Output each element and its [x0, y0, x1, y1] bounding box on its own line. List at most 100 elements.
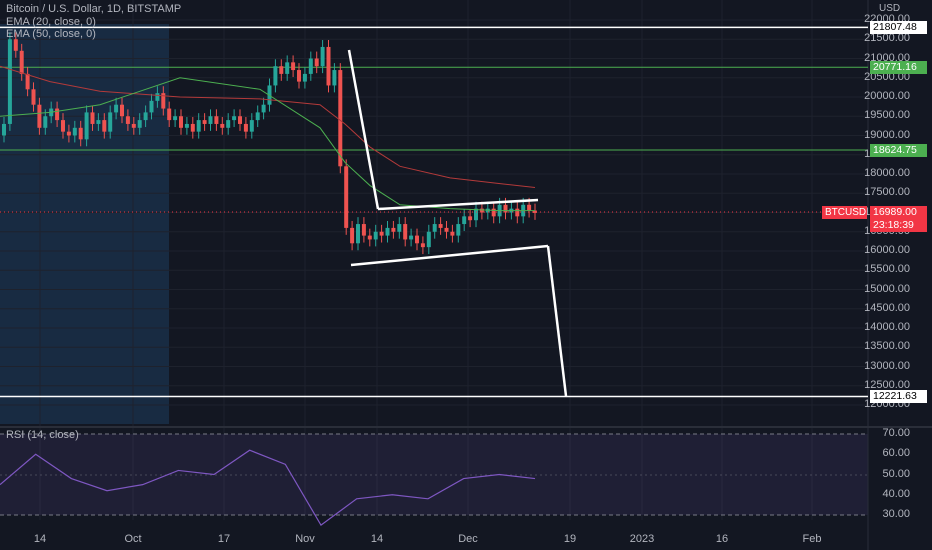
candle-body: [61, 120, 65, 132]
candle-body: [420, 243, 425, 248]
ema50-line: [0, 65, 536, 188]
rsi-legend[interactable]: RSI (14, close): [6, 429, 79, 441]
currency-label: USD: [879, 3, 901, 14]
time-tick-label: 14: [370, 533, 384, 545]
candle-body: [338, 70, 343, 167]
candle-body: [184, 123, 189, 128]
price-tick-label: 14500.00: [864, 301, 910, 314]
candle-body: [179, 116, 183, 128]
time-tick-label: Nov: [295, 533, 315, 545]
candle-body: [426, 231, 431, 248]
candle-body: [350, 227, 355, 244]
time-tick-label: Oct: [124, 533, 142, 545]
price-tick-label: 19000.00: [864, 128, 910, 141]
candle-body: [25, 73, 30, 90]
price-tick-label: 15500.00: [864, 263, 910, 276]
price-tick-label: 20000.00: [864, 90, 910, 102]
flag-lower-line[interactable]: [350, 244, 549, 267]
candle-body: [444, 227, 449, 232]
candle-body: [391, 227, 396, 232]
candle-body: [202, 120, 207, 124]
candle-body: [409, 235, 414, 240]
candle-body: [285, 62, 290, 74]
candle-body: [149, 100, 154, 113]
level-label-18624: 18624.75: [870, 143, 927, 157]
candle-body: [190, 123, 195, 132]
candle-body: [214, 116, 219, 124]
candle-body: [326, 46, 331, 86]
rsi-band: [0, 434, 868, 515]
candle-body: [332, 70, 337, 86]
price-tick-label: 14000.00: [864, 321, 910, 333]
candle-body: [167, 108, 172, 121]
candle-body: [108, 112, 113, 132]
candle-body: [456, 224, 461, 236]
candle-body: [415, 235, 419, 244]
candle-body: [403, 224, 408, 240]
level-label-12221: 12221.63: [870, 390, 927, 404]
candle-body: [143, 112, 148, 121]
flagpole-line[interactable]: [347, 49, 380, 210]
candle-body: [462, 216, 467, 225]
candle-body: [367, 235, 372, 240]
target-projection-line[interactable]: [546, 245, 568, 397]
rsi-pane: [0, 433, 868, 516]
candle-body: [31, 89, 36, 105]
rsi-tick-label: 70.00: [882, 427, 910, 439]
candle-body: [55, 108, 60, 121]
candles: [2, 32, 537, 255]
candle-body: [450, 231, 455, 236]
rsi-tick-label: 50.00: [882, 467, 910, 480]
candle-body: [308, 58, 313, 74]
candle-body: [19, 50, 24, 74]
candle-body: [273, 66, 278, 86]
current-price-label: 16989.00: [870, 206, 927, 219]
candle-body: [90, 112, 95, 124]
candle-body: [7, 39, 12, 124]
candle-body: [84, 112, 89, 140]
candle-body: [120, 104, 124, 117]
candle-body: [261, 104, 266, 113]
candle-body: [249, 120, 254, 132]
candle-body: [238, 116, 242, 124]
candle-body: [226, 120, 231, 128]
time-tick-label: Dec: [458, 533, 478, 545]
price-tick-label: 13000.00: [864, 359, 910, 372]
trend-drawings[interactable]: [347, 49, 568, 397]
time-tick-label: 19: [563, 533, 577, 545]
candle-body: [114, 104, 119, 113]
candle-body: [379, 231, 384, 236]
symbol-legend[interactable]: Bitcoin / U.S. Dollar, 1D, BITSTAMP: [6, 3, 182, 15]
candle-body: [314, 58, 319, 67]
candle-body: [208, 116, 213, 124]
candle-body: [66, 131, 71, 136]
ema50-legend[interactable]: EMA (50, close, 0): [6, 28, 96, 40]
candle-body: [173, 116, 178, 121]
candle-body: [255, 112, 260, 121]
ema20-line: [0, 77, 535, 212]
flag-upper-line[interactable]: [377, 198, 539, 211]
candle-body: [291, 62, 296, 71]
rsi-tick-label: 60.00: [882, 447, 910, 460]
price-tick-label: 19500.00: [864, 109, 910, 122]
time-tick-label: 2023: [629, 533, 655, 545]
candle-body: [474, 208, 478, 221]
highlight-range: [0, 24, 169, 424]
candle-body: [397, 224, 402, 232]
candle-body: [533, 210, 537, 213]
candle-body: [527, 204, 532, 211]
candle-body: [232, 116, 237, 121]
time-tick-label: 16: [715, 533, 729, 545]
candle-body: [161, 93, 166, 109]
candle-body: [503, 204, 508, 213]
symbol-price-tag[interactable]: BTCUSD: [822, 206, 867, 219]
candle-body: [361, 224, 366, 236]
price-tick-label: 21500.00: [864, 32, 910, 45]
candle-body: [13, 39, 18, 51]
candle-body: [297, 70, 301, 82]
candle-body: [131, 123, 136, 128]
candle-body: [137, 120, 142, 128]
ema20-legend[interactable]: EMA (20, close, 0): [6, 16, 96, 28]
candle-body: [438, 224, 443, 228]
